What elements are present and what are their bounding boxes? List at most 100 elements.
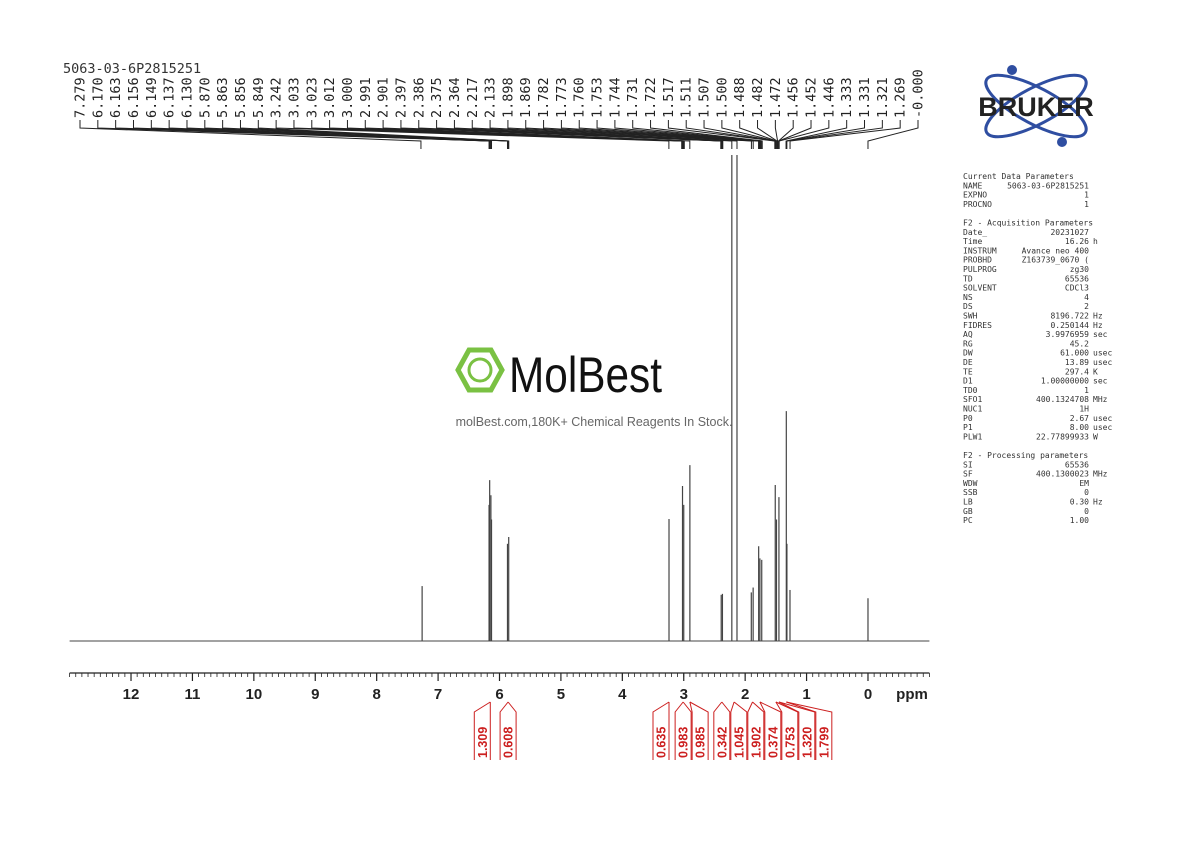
param-name: NS — [963, 293, 973, 302]
peak-leader — [471, 120, 733, 149]
param-name: SWH — [963, 312, 978, 321]
peak-label: 2.133 — [483, 77, 499, 118]
peak-label: 1.500 — [714, 77, 730, 118]
param-value: 20231027 — [1050, 228, 1089, 237]
orbit — [984, 73, 1088, 139]
integral-bracket — [721, 701, 731, 760]
param-name: SFO1 — [963, 395, 982, 404]
param-value: 16.26 — [1065, 237, 1089, 246]
param-unit: sec — [1093, 377, 1108, 386]
x-axis-label: ppm — [896, 686, 928, 703]
peak-label: -0.000 — [911, 69, 927, 118]
param-value: 8196.722 — [1050, 312, 1089, 321]
peak-leader — [489, 120, 738, 149]
integral-bracket — [730, 701, 735, 760]
peak-leader — [786, 120, 883, 149]
peak-label: 3.033 — [286, 77, 302, 118]
peak-label: 6.130 — [179, 77, 195, 118]
param-name: SF — [963, 470, 973, 479]
param-unit: usec — [1093, 414, 1112, 423]
peak-label: 2.364 — [447, 77, 463, 118]
peak-label: 1.722 — [643, 77, 659, 118]
integral-bracket — [733, 701, 748, 760]
integral-label: 0.342 — [715, 727, 729, 758]
peak-label: 1.456 — [786, 77, 802, 118]
peak-label: 6.149 — [144, 77, 160, 118]
peak-label: 6.137 — [162, 77, 178, 118]
param-value: 3.9976959 — [1046, 330, 1090, 339]
param-name: PULPROG — [963, 265, 997, 274]
param-name: NAME — [963, 181, 982, 190]
integral-bracket — [499, 701, 509, 760]
param-value: 5063-03-6P2815251 — [1007, 181, 1089, 190]
param-value: 1H — [1079, 405, 1089, 414]
param-value: 61.000 — [1060, 349, 1089, 358]
peak-label: 1.511 — [679, 77, 695, 118]
peak-label: 1.446 — [821, 77, 837, 118]
peak-leader — [778, 120, 812, 149]
param-value: 297.4 — [1065, 367, 1089, 376]
integral-bracket — [752, 701, 765, 760]
bruker-logo: BRUKER — [978, 65, 1094, 147]
x-tick-label: 12 — [123, 686, 140, 703]
peak-label: 1.488 — [732, 77, 748, 118]
param-value: 4 — [1084, 293, 1089, 302]
param-name: SSB — [963, 488, 978, 497]
param-name: Date_ — [963, 228, 987, 237]
param-unit: Hz — [1093, 312, 1103, 321]
integral-bracket — [759, 701, 782, 760]
peak-label: 5.863 — [215, 77, 231, 118]
param-value: 13.89 — [1065, 358, 1089, 367]
peak-leader — [785, 120, 866, 149]
peak-label: 5.849 — [251, 77, 267, 118]
param-unit: usec — [1093, 349, 1112, 358]
peak-label: 1.452 — [804, 77, 820, 118]
peak-leader — [560, 120, 760, 149]
param-name: GB — [963, 507, 973, 516]
param-name: PROBHD — [963, 256, 992, 265]
param-name: TD — [963, 274, 973, 283]
peak-label: 2.217 — [465, 77, 481, 118]
integral-bracket — [652, 701, 670, 760]
section-title: Current Data Parameters — [963, 172, 1074, 181]
integral-label: 0.635 — [655, 727, 669, 758]
param-unit: MHz — [1093, 470, 1108, 479]
param-value: Avance neo 400 — [1022, 246, 1090, 255]
param-value: zg30 — [1070, 265, 1089, 274]
x-tick-label: 8 — [372, 686, 380, 703]
x-tick-label: 9 — [311, 686, 319, 703]
peak-leader — [632, 120, 763, 149]
param-name: TE — [963, 367, 973, 376]
param-name: D1 — [963, 377, 973, 386]
param-name: NUC1 — [963, 405, 982, 414]
param-name: DS — [963, 302, 973, 311]
peak-label: 6.170 — [90, 77, 106, 118]
integral-label: 0.374 — [766, 727, 780, 758]
peak-leader — [257, 120, 510, 149]
param-name: FIDRES — [963, 321, 992, 330]
x-tick-label: 5 — [557, 686, 565, 703]
param-name: LB — [963, 498, 973, 507]
param-name: AQ — [963, 330, 973, 339]
section-title: F2 - Processing parameters — [963, 451, 1088, 460]
peak-leader — [650, 120, 763, 149]
peak-label: 1.898 — [500, 77, 516, 118]
param-value: 400.1324708 — [1036, 395, 1089, 404]
param-name: PROCNO — [963, 200, 992, 209]
peak-label: 1.517 — [661, 77, 677, 118]
molbest-text: MolBest — [509, 347, 662, 403]
param-unit: K — [1093, 367, 1098, 376]
x-tick-label: 11 — [184, 686, 200, 703]
param-value: 2 — [1084, 302, 1089, 311]
peak-label: 1.507 — [697, 77, 713, 118]
x-tick-label: 10 — [245, 686, 262, 703]
param-name: TD0 — [963, 386, 978, 395]
peak-label: 1.321 — [875, 77, 891, 118]
integral-bracket — [775, 701, 783, 760]
orbit-dot — [1057, 137, 1067, 147]
peak-leader — [774, 120, 779, 149]
x-tick-label: 6 — [495, 686, 503, 703]
x-tick-label: 4 — [618, 686, 627, 703]
peak-label: 2.991 — [358, 77, 374, 118]
